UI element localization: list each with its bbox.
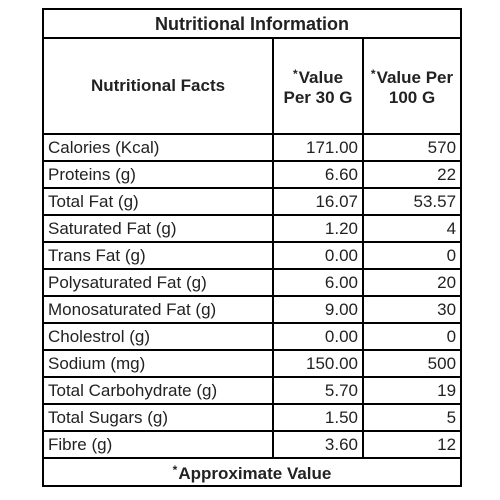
asterisk-marker: *	[172, 463, 178, 477]
nutrient-name: Polysaturated Fat (g)	[42, 268, 274, 297]
header-value-per-30g-label: Value Per 30 G	[283, 68, 353, 107]
table-row: Cholestrol (g) 0.00 0	[42, 322, 463, 351]
value-per-30g: 1.50	[272, 403, 364, 432]
table-row: Total Sugars (g) 1.50 5	[42, 403, 463, 432]
footnote-text: Approximate Value	[178, 464, 332, 483]
header-value-per-100g: *Value Per 100 G	[361, 37, 463, 135]
footnote: *Approximate Value	[41, 457, 463, 487]
value-per-100g: 570	[361, 133, 463, 162]
table-row: Total Fat (g) 16.07 53.57	[42, 187, 463, 216]
header-value-per-30g: *Value Per 30 G	[272, 37, 364, 135]
header-nutritional-facts: Nutritional Facts	[42, 37, 274, 135]
nutrient-name: Fibre (g)	[42, 430, 274, 459]
value-per-30g: 9.00	[272, 295, 364, 324]
nutrient-name: Monosaturated Fat (g)	[42, 295, 274, 324]
value-per-100g: 0	[361, 241, 463, 270]
value-per-100g: 4	[361, 214, 463, 243]
nutrient-name: Total Carbohydrate (g)	[42, 376, 274, 405]
value-per-30g: 16.07	[272, 187, 364, 216]
value-per-100g: 53.57	[361, 187, 463, 216]
nutrient-name: Proteins (g)	[42, 160, 274, 189]
value-per-30g: 171.00	[272, 133, 364, 162]
value-per-30g: 1.20	[272, 214, 364, 243]
nutrition-table: Nutritional Information Nutritional Fact…	[41, 8, 463, 487]
nutrient-name: Saturated Fat (g)	[42, 214, 274, 243]
value-per-100g: 5	[361, 403, 463, 432]
table-header-row: Nutritional Facts *Value Per 30 G *Value…	[42, 37, 463, 135]
table-row: Monosaturated Fat (g) 9.00 30	[42, 295, 463, 324]
nutrient-name: Calories (Kcal)	[42, 133, 274, 162]
value-per-100g: 19	[361, 376, 463, 405]
value-per-30g: 5.70	[272, 376, 364, 405]
value-per-30g: 150.00	[272, 349, 364, 378]
value-per-30g: 3.60	[272, 430, 364, 459]
header-value-per-100g-label: Value Per 100 G	[376, 68, 454, 107]
nutrient-name: Trans Fat (g)	[42, 241, 274, 270]
nutrient-name: Total Sugars (g)	[42, 403, 274, 432]
value-per-30g: 0.00	[272, 322, 364, 351]
value-per-30g: 0.00	[272, 241, 364, 270]
value-per-100g: 0	[361, 322, 463, 351]
nutrient-name: Sodium (mg)	[42, 349, 274, 378]
value-per-30g: 6.00	[272, 268, 364, 297]
table-row: Sodium (mg) 150.00 500	[42, 349, 463, 378]
nutrient-name: Total Fat (g)	[42, 187, 274, 216]
table-title: Nutritional Information	[41, 8, 463, 39]
value-per-30g: 6.60	[272, 160, 364, 189]
table-row: Polysaturated Fat (g) 6.00 20	[42, 268, 463, 297]
value-per-100g: 12	[361, 430, 463, 459]
value-per-100g: 30	[361, 295, 463, 324]
table-row: Trans Fat (g) 0.00 0	[42, 241, 463, 270]
value-per-100g: 500	[361, 349, 463, 378]
table-row: Saturated Fat (g) 1.20 4	[42, 214, 463, 243]
table-title-row: Nutritional Information	[41, 8, 463, 39]
table-row: Total Carbohydrate (g) 5.70 19	[42, 376, 463, 405]
table-row: Fibre (g) 3.60 12	[42, 430, 463, 459]
table-row: Proteins (g) 6.60 22	[42, 160, 463, 189]
asterisk-marker: *	[292, 67, 298, 81]
table-footer-row: *Approximate Value	[41, 457, 463, 487]
nutrition-table-sheet: Nutritional Information Nutritional Fact…	[41, 8, 463, 493]
value-per-100g: 20	[361, 268, 463, 297]
asterisk-marker: *	[370, 67, 376, 81]
nutrient-name: Cholestrol (g)	[42, 322, 274, 351]
table-row: Calories (Kcal) 171.00 570	[42, 133, 463, 162]
value-per-100g: 22	[361, 160, 463, 189]
